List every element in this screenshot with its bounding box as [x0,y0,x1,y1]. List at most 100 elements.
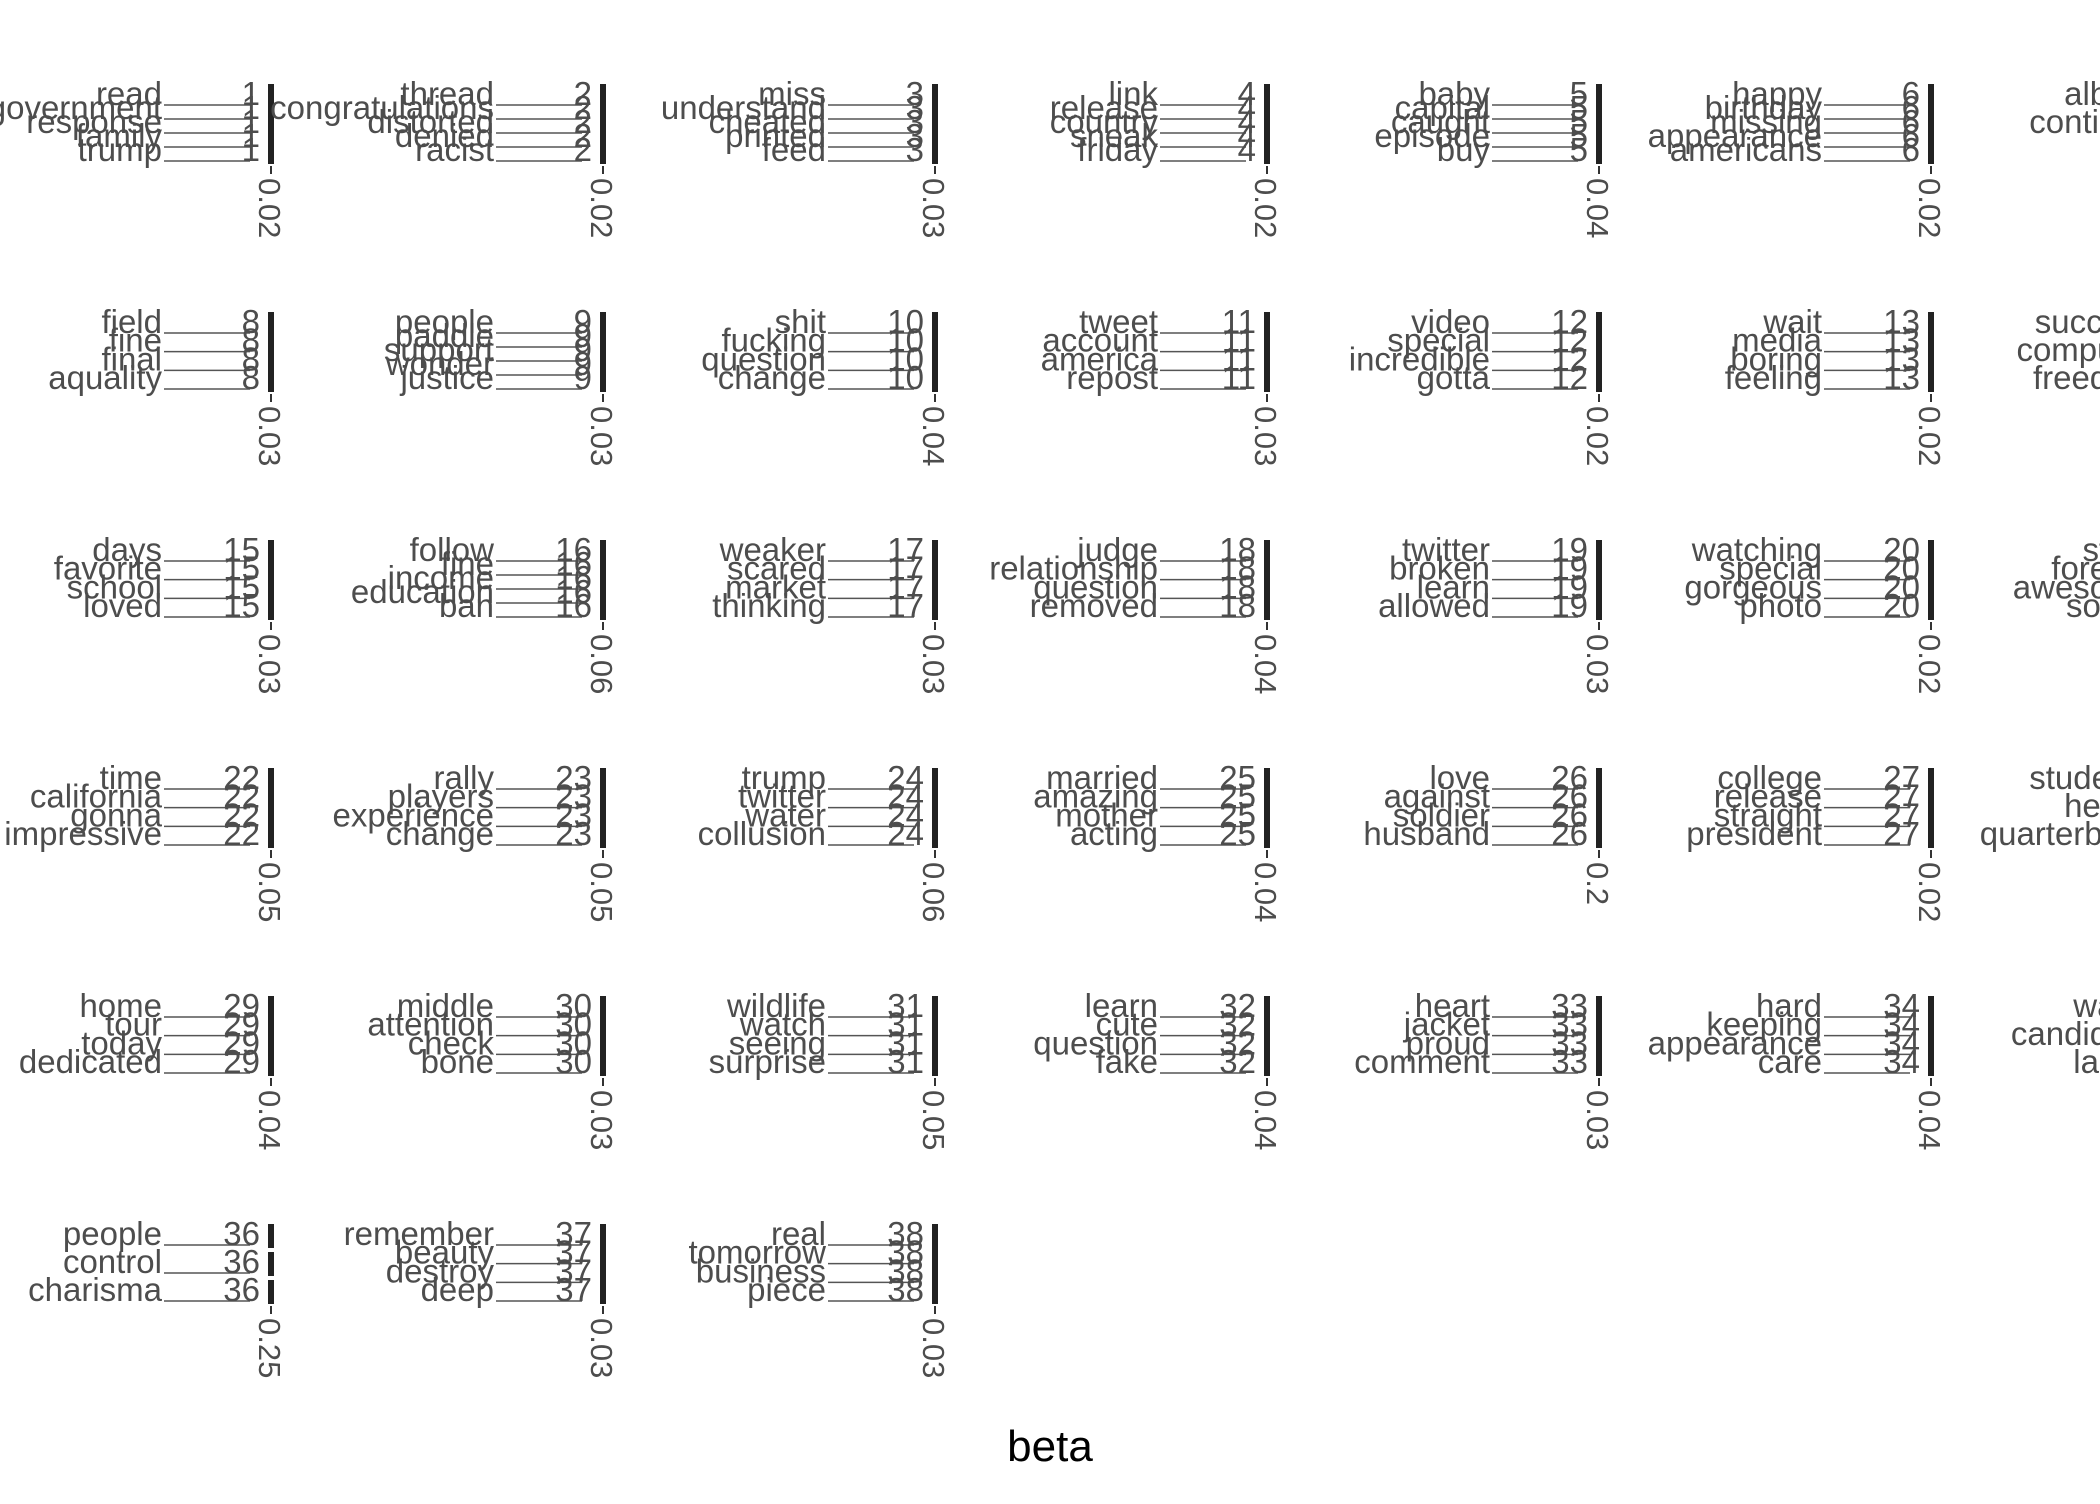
term-label: miss [758,75,826,112]
facet-panel: link 4 release 4 country 4 sneak 4 friday 4 0.02 [1050,75,1283,238]
topic-label: 16 [555,545,592,582]
bar [1928,112,1934,136]
topic-label: 29 [223,1024,260,1061]
term-label: collusion [698,815,826,852]
term-label: forever [2051,550,2100,587]
tick-label: 0.04 [1248,862,1283,922]
term-label: album [2064,75,2100,112]
bar [1264,1033,1270,1058]
topic-label: 23 [555,796,592,833]
term-label: awesome [2013,568,2100,605]
topic-label: 12 [1551,322,1588,359]
topic-label: 4 [1238,75,1256,112]
topic-label: 23 [555,778,592,815]
term-label: students [2029,759,2100,796]
bar [1596,768,1602,792]
topic-label: 34 [1883,1006,1920,1043]
bar [1928,126,1934,150]
bar [932,996,938,1020]
topic-label: 3 [906,103,924,140]
term-label: baby [1418,75,1490,112]
term-label: tweet [1079,303,1158,340]
topic-label: 16 [555,531,592,568]
topic-label: 25 [1219,815,1256,852]
term-label: married [1046,759,1158,796]
bar [600,582,606,606]
topic-label: 12 [1551,359,1588,396]
bar [1596,312,1602,336]
term-label: against [1384,778,1490,815]
term-label: time [100,759,162,796]
tick-label: 0.02 [1580,406,1615,466]
topic-label: 34 [1883,1043,1920,1080]
topic-label: 1 [242,131,260,168]
bar [600,554,606,578]
topic-label: 9 [574,359,592,396]
topic-label: 29 [223,1006,260,1043]
bar [1928,577,1934,602]
bar [268,330,274,355]
facet-panel: people 9 paddle 9 support 9 wonder 9 justice 9 0.0… [384,303,619,466]
term-label: change [718,359,826,396]
term-label: media [1732,322,1823,359]
bar [932,330,938,355]
term-label: support [384,331,494,368]
bar [1264,824,1270,848]
term-label: amazing [1033,778,1158,815]
term-label: racist [415,131,494,168]
bar [1596,996,1602,1020]
tick-label: 0.02 [1912,178,1947,238]
tick-label: 0.03 [1580,1090,1615,1150]
term-label: removed [1030,587,1158,624]
bar [600,312,606,336]
term-label: surprise [709,1043,826,1080]
term-label: scared [727,550,826,587]
topic-label: 18 [1219,587,1256,624]
bar [600,112,606,136]
facet-panel: wildlife 31 watch 31 seeing 31 surprise 31 0.05 [709,987,951,1150]
facet-panel: hard 34 keeping 34 appearance 34 care 34 0.04 [1648,987,1947,1150]
bar [1264,368,1270,392]
term-label: hard [1756,987,1822,1024]
facet-panel: judge 18 relationship 18 question 18 removed 18… [989,531,1283,694]
bar [1264,312,1270,336]
tick-label: 0.04 [916,406,951,466]
term-label: quarterback [1980,815,2100,852]
topic-label: 22 [223,815,260,852]
topic-label: 5 [1570,131,1588,168]
facet-panel: twitter 19 broken 19 learn 19 allowed 19 0.03 [1378,531,1615,694]
bar [932,349,938,374]
term-label: trump [742,759,826,796]
term-label: fine [109,322,162,359]
term-label: question [1033,1024,1158,1061]
facet-panel: happy 6 birthday 6 missing 6 appearance 6 americ… [1648,75,1947,238]
topic-label: 6 [1902,89,1920,126]
bar [600,354,606,378]
tick-label: 0.06 [584,634,619,694]
facet-panel: heart 33 jacket 33 proud 33 comment 33 0.03 [1354,987,1615,1150]
term-label: freedom [2033,359,2100,396]
topic-label: 22 [223,759,260,796]
topic-label: 30 [555,1024,592,1061]
bar [1928,786,1934,811]
bar [1928,824,1934,848]
facet-panel: thread 2 congratulations 2 distorted 2 denied 2… [270,75,619,238]
topic-label: 18 [1219,550,1256,587]
topic-label: 8 [242,359,260,396]
bar [600,1052,606,1076]
term-label: feed [762,131,826,168]
term-label: response [26,103,162,140]
term-label: california [30,778,163,815]
term-label: computer [2016,331,2100,368]
term-label: america [1041,340,1159,377]
bar [1596,577,1602,602]
bar [932,368,938,392]
bar [1264,349,1270,374]
topic-label: 8 [242,303,260,340]
term-label: husband [1363,815,1490,852]
topic-label: 1 [242,117,260,154]
bar [1928,330,1934,355]
tick-label: 0.03 [584,1318,619,1378]
term-label: incredible [1349,340,1490,377]
tick-label: 0.03 [916,634,951,694]
